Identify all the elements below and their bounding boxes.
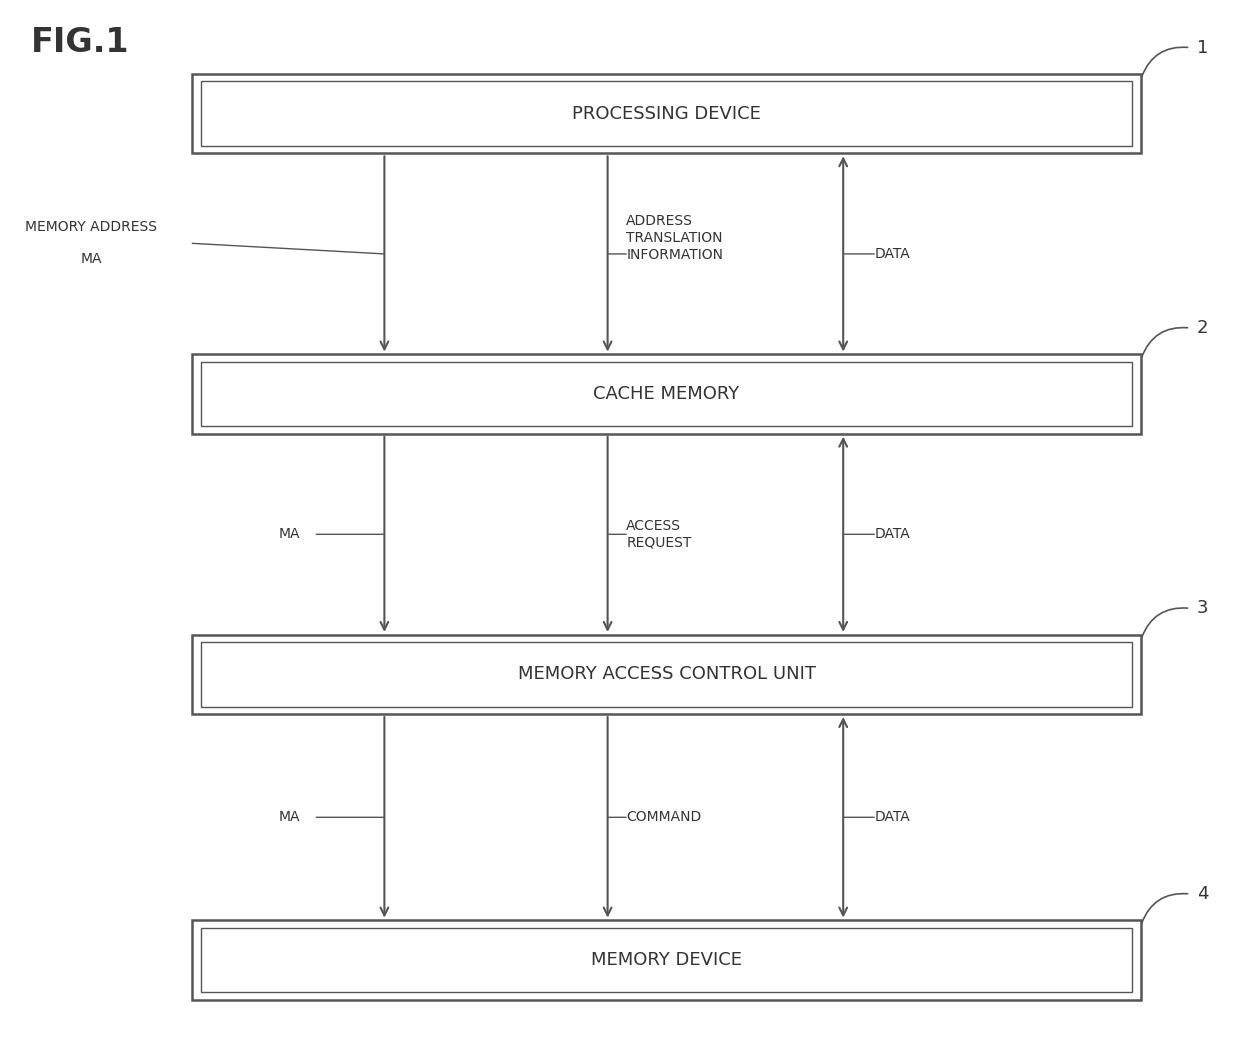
Bar [192, 74, 1141, 153]
Text: DATA: DATA [874, 810, 910, 824]
Text: MEMORY ACCESS CONTROL UNIT: MEMORY ACCESS CONTROL UNIT [517, 665, 816, 683]
Text: COMMAND: COMMAND [626, 810, 702, 824]
Bar [201, 362, 1132, 426]
Bar [201, 81, 1132, 146]
Bar [201, 928, 1132, 992]
Text: PROCESSING DEVICE: PROCESSING DEVICE [572, 105, 761, 123]
Text: MA: MA [279, 527, 300, 542]
Bar [201, 642, 1132, 707]
Text: ACCESS
REQUEST: ACCESS REQUEST [626, 518, 692, 550]
Text: 1: 1 [1197, 38, 1208, 57]
Text: MA: MA [279, 810, 300, 824]
Text: 3: 3 [1197, 599, 1208, 618]
Text: DATA: DATA [874, 247, 910, 261]
Bar [192, 920, 1141, 1000]
Text: ADDRESS
TRANSLATION
INFORMATION: ADDRESS TRANSLATION INFORMATION [626, 214, 723, 262]
Text: MEMORY ADDRESS: MEMORY ADDRESS [25, 220, 156, 235]
Text: CACHE MEMORY: CACHE MEMORY [594, 385, 739, 403]
Text: 4: 4 [1197, 884, 1208, 904]
Bar [192, 635, 1141, 714]
Text: FIG.1: FIG.1 [31, 26, 129, 59]
Text: MA: MA [81, 252, 102, 267]
Text: DATA: DATA [874, 527, 910, 542]
Text: 2: 2 [1197, 318, 1208, 338]
Text: MEMORY DEVICE: MEMORY DEVICE [591, 951, 742, 969]
Bar [192, 354, 1141, 434]
